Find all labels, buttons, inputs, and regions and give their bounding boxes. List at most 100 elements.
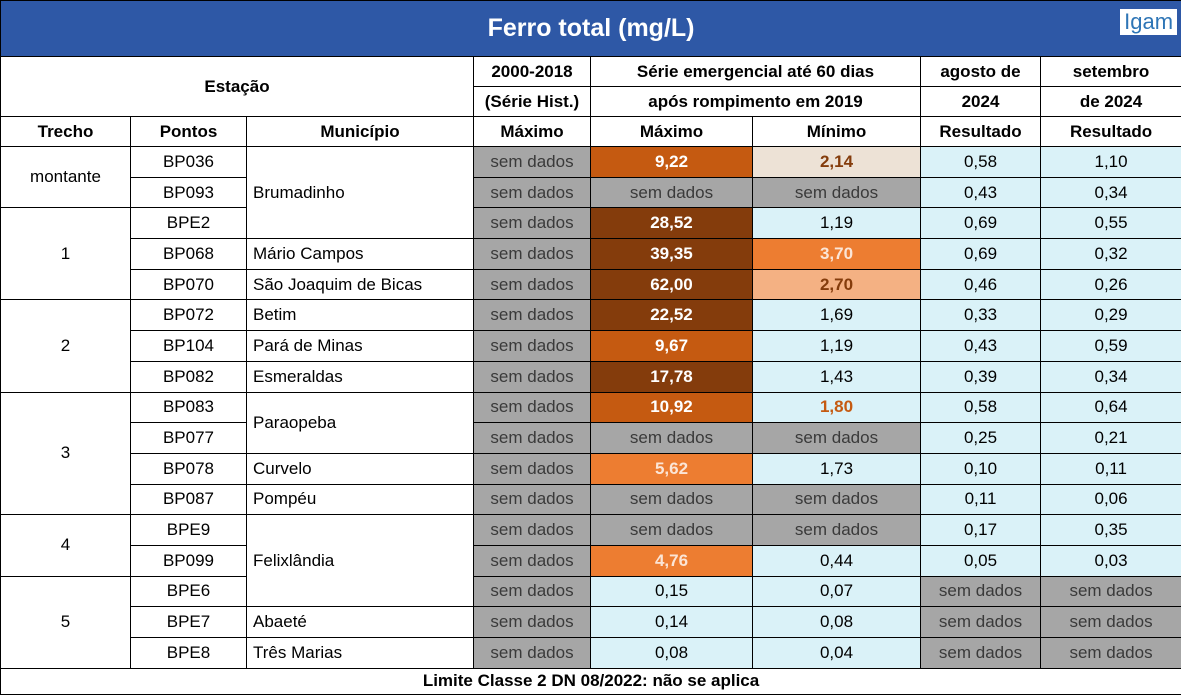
value-cell: 28,52 xyxy=(590,207,753,240)
value-cell: sem dados xyxy=(473,514,591,546)
value-cell: sem dados xyxy=(473,176,591,209)
value-cell: sem dados xyxy=(473,299,591,332)
header: 2024 xyxy=(920,86,1041,117)
header: Série emergencial até 60 dias xyxy=(590,56,921,87)
municipio: Brumadinho xyxy=(246,145,474,240)
header: Estação xyxy=(0,56,474,117)
value-cell: 0,07 xyxy=(752,575,921,608)
row: 4 BPE9 Felixlândia sem dados sem dados sem da… xyxy=(0,514,1181,608)
value-cell: sem dados xyxy=(473,544,591,577)
sub-header: Mínimo xyxy=(752,116,921,147)
value-cell: 5,62 xyxy=(590,452,753,485)
logo: Igam xyxy=(1120,9,1178,35)
value-cell: sem dados xyxy=(473,360,591,393)
value-cell: sem dados xyxy=(590,483,753,516)
value-cell: 0,05 xyxy=(920,544,1041,577)
value-cell: 0,32 xyxy=(1039,238,1181,270)
value-cell: sem dados xyxy=(590,176,753,209)
header: 2000-2018 xyxy=(473,56,591,87)
value-cell: 0,26 xyxy=(1039,268,1181,301)
value-cell: sem dados xyxy=(473,606,591,638)
value-cell: sem dados xyxy=(473,330,591,362)
ponto: BP104 xyxy=(130,330,247,362)
value-cell: 0,46 xyxy=(920,268,1041,301)
ponto: BP093 xyxy=(130,176,247,209)
ponto: BP068 xyxy=(130,238,247,270)
value-cell: 0,03 xyxy=(1039,544,1181,577)
sub-header: Resultado xyxy=(920,116,1041,147)
value-cell: 2,70 xyxy=(752,268,921,301)
row: BP104 Pará de Minas sem dados 9,67 1,19 0,43 0… xyxy=(1,330,1181,362)
municipio: Pompéu xyxy=(246,483,474,516)
value-cell: 1,69 xyxy=(752,299,921,332)
value-cell: 62,00 xyxy=(590,268,753,301)
row: BP099 sem dados 4,76 0,44 0,05 0,03 xyxy=(1,544,1181,577)
value-cell: sem dados xyxy=(752,483,921,516)
municipio: Três Marias xyxy=(246,637,474,669)
value-cell: 0,35 xyxy=(1039,514,1181,546)
header: de 2024 xyxy=(1039,86,1181,117)
sub-header: Máximo xyxy=(590,116,753,147)
value-cell: 1,43 xyxy=(752,360,921,393)
row: BP070 São Joaquim de Bicas sem dados 62,00 2… xyxy=(1,268,1181,301)
value-cell: sem dados xyxy=(920,637,1041,669)
trecho: montante xyxy=(0,145,131,209)
sub-header: Resultado xyxy=(1039,116,1181,147)
value-cell: sem dados xyxy=(590,514,753,546)
ponto: BP087 xyxy=(130,483,247,516)
municipio: Abaeté xyxy=(246,606,474,638)
value-cell: sem dados xyxy=(752,514,921,546)
municipio: Curvelo xyxy=(246,452,474,485)
municipio: Betim xyxy=(246,299,474,332)
value-cell: 0,34 xyxy=(1039,176,1181,209)
ponto: BPE9 xyxy=(130,514,247,546)
value-cell: 0,58 xyxy=(920,146,1041,178)
value-cell: sem dados xyxy=(920,575,1041,608)
value-cell: 39,35 xyxy=(590,238,753,270)
row: BP093 sem dados sem dados sem dados 0,43 0,34 xyxy=(1,176,1181,209)
value-cell: sem dados xyxy=(920,606,1041,638)
value-cell: sem dados xyxy=(473,575,591,608)
value-cell: sem dados xyxy=(473,207,591,240)
value-cell: 0,43 xyxy=(920,176,1041,209)
value-cell: sem dados xyxy=(473,391,591,424)
value-cell: 0,21 xyxy=(1039,422,1181,454)
title: Ferro total (mg/L) xyxy=(487,14,695,42)
value-cell: 10,92 xyxy=(590,391,753,424)
value-cell: sem dados xyxy=(473,238,591,270)
value-cell: 0,06 xyxy=(1039,483,1181,516)
trecho: 4 xyxy=(0,514,131,577)
municipio: Mário Campos xyxy=(246,238,474,270)
header: após rompimento em 2019 xyxy=(590,86,921,117)
value-cell: 0,15 xyxy=(590,575,753,608)
value-cell: 22,52 xyxy=(590,299,753,332)
row: 3 BP083 Paraopeba sem dados 10,92 1,80 0,58 0,6… xyxy=(0,391,1181,516)
value-cell: 1,19 xyxy=(752,207,921,240)
sub-header: Pontos xyxy=(130,116,247,147)
municipio: Paraopeba xyxy=(246,391,474,454)
value-cell: 2,14 xyxy=(752,146,921,178)
ponto: BPE7 xyxy=(130,606,247,638)
trecho: 2 xyxy=(0,299,131,393)
value-cell: 17,78 xyxy=(590,360,753,393)
row: BPE7 Abaeté sem dados 0,14 0,08 sem dados sem … xyxy=(1,606,1181,638)
value-cell: sem dados xyxy=(473,422,591,454)
ponto: BPE6 xyxy=(130,575,247,608)
value-cell: 0,69 xyxy=(920,207,1041,240)
row: BP068 Mário Campos sem dados 39,35 3,70 0,69 0… xyxy=(1,238,1181,270)
footer: Limite Classe 2 DN 08/2022: não se aplic… xyxy=(0,667,1181,695)
value-cell: 0,11 xyxy=(1039,452,1181,485)
row: 5 BPE6 sem dados 0,15 0,07 sem dados sem dados xyxy=(0,575,1181,669)
ponto: BP083 xyxy=(130,391,247,424)
value-cell: 0,04 xyxy=(752,637,921,669)
row: 1 BPE2 sem dados 28,52 1,19 0,69 0,55 xyxy=(0,207,1181,301)
ponto: BPE8 xyxy=(130,637,247,669)
trecho: 1 xyxy=(0,207,131,301)
value-cell: 0,34 xyxy=(1039,360,1181,393)
row: BP087 Pompéu sem dados sem dados sem dados 0,… xyxy=(1,483,1181,516)
row: 2 BP072 Betim sem dados 22,52 1,69 0,33 0,29 xyxy=(0,299,1181,393)
value-cell: sem dados xyxy=(473,146,591,178)
sub-header: Município xyxy=(246,116,474,147)
value-cell: 0,55 xyxy=(1039,207,1181,240)
